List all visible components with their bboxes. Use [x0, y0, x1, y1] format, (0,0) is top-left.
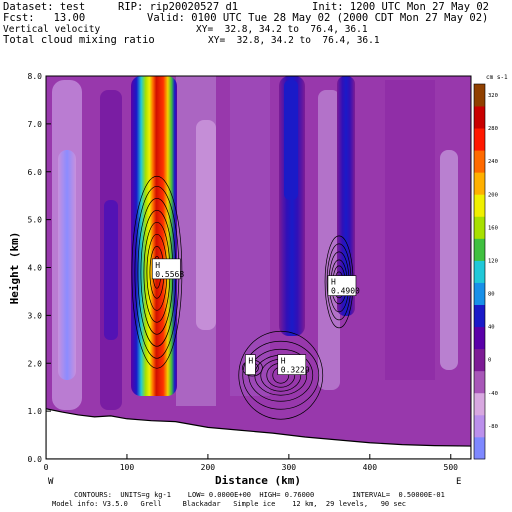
- colorbar-swatch: [474, 238, 485, 261]
- extremum-value: 0.4900: [331, 287, 360, 296]
- x-tick-label: 0: [44, 463, 49, 472]
- colorbar-label: 40: [488, 325, 495, 331]
- colorbar-swatch: [474, 304, 485, 328]
- colorbar-swatch: [474, 106, 485, 129]
- extremum-type: H: [155, 261, 160, 270]
- colorbar-swatch: [474, 370, 485, 394]
- extremum-box: [327, 275, 357, 296]
- colorbar-frame: [473, 83, 486, 460]
- footer-model: Model info: V3.5.0 Grell Blackadar Simpl…: [52, 500, 407, 508]
- extremum-value: 0.3229: [281, 366, 310, 375]
- x-tick-label: 500: [444, 463, 459, 472]
- colorbar-swatch: [474, 84, 485, 107]
- y-tick-label: 3.0: [28, 311, 43, 320]
- extremum-value: 0.5568: [155, 270, 184, 279]
- colorbar-label: 280: [488, 126, 498, 132]
- y-tick-label: 1.0: [28, 407, 43, 416]
- colorbar-swatch: [474, 150, 485, 173]
- contour-line: [131, 175, 183, 369]
- header-fcst: Fcst: 13.00: [3, 12, 86, 24]
- colorbar-label: 240: [488, 159, 498, 165]
- colorbar-label: -40: [488, 391, 498, 397]
- y-tick-label: 2.0: [28, 359, 43, 368]
- colorbar-swatch: [474, 216, 485, 239]
- x-tick-label: 400: [363, 463, 378, 472]
- contour-line: [238, 330, 324, 420]
- header-dataset: Dataset: test: [3, 1, 86, 13]
- footer-contours: CONTOURS: UNITS=g kg-1 LOW= 0.0000E+00 H…: [74, 491, 445, 499]
- header-xy2: XY= 32.8, 34.2 to 76.4, 36.1: [208, 35, 380, 46]
- header-xy1: XY= 32.8, 34.2 to 76.4, 36.1: [196, 24, 368, 35]
- colorbar-swatch: [474, 194, 485, 217]
- contour-line: [242, 340, 320, 410]
- colorbar-swatch: [474, 128, 485, 151]
- colorbar-label: 200: [488, 192, 498, 198]
- vertical-velocity-field: [46, 76, 471, 459]
- y-tick-label: 6.0: [28, 168, 43, 177]
- x-axis-start-label: W: [48, 477, 54, 487]
- x-axis: 0 100 200 300 400 500: [44, 454, 459, 472]
- colorbar-swatch: [474, 326, 485, 350]
- colorbar-label: 80: [488, 292, 495, 298]
- y-tick-label: 5.0: [28, 216, 43, 225]
- extremum-box: [277, 354, 307, 375]
- x-tick-label: 100: [120, 463, 135, 472]
- colorbar-swatch: [474, 414, 485, 438]
- colorbar-label: 160: [488, 225, 498, 231]
- y-axis-label: Height (km): [8, 232, 21, 305]
- y-tick-label: 4.0: [28, 264, 43, 273]
- y-tick-label: 0.0: [28, 455, 43, 464]
- extremum-box: [245, 354, 256, 375]
- x-tick-label: 300: [282, 463, 297, 472]
- extremum-box: [151, 258, 181, 280]
- extremum-type: H: [281, 357, 286, 366]
- header-rip: RIP: rip20020527 d1: [118, 1, 239, 13]
- extremum-type: H: [248, 357, 253, 366]
- colorbar-label: 120: [488, 258, 498, 264]
- x-axis-label: Distance (km): [215, 474, 301, 487]
- colorbar-label: 0: [488, 358, 491, 364]
- colorbar-swatch: [474, 348, 485, 372]
- colorbar: -80 -40 0 40 80 120 160 200 240 280 320: [473, 83, 498, 460]
- colorbar-swatch: [474, 282, 485, 305]
- y-tick-label: 7.0: [28, 120, 43, 129]
- colorbar-swatch: [474, 260, 485, 283]
- header-valid: Valid: 0100 UTC Tue 28 May 02 (2000 CDT …: [147, 12, 489, 24]
- x-axis-end-label: E: [456, 477, 461, 487]
- header-field2: Total cloud mixing ratio: [3, 34, 155, 46]
- colorbar-swatch: [474, 392, 485, 416]
- colorbar-swatch: [474, 436, 485, 460]
- colorbar-unit: cm s-1: [486, 74, 508, 81]
- y-axis: 0.0 1.0 2.0 3.0 4.0 5.0 6.0 7.0 8.0: [28, 72, 51, 464]
- extremum-type: H: [331, 278, 336, 287]
- colorbar-swatch: [474, 172, 485, 195]
- header-init: Init: 1200 UTC Mon 27 May 02: [312, 1, 490, 13]
- colorbar-label: 320: [488, 93, 498, 99]
- y-tick-label: 8.0: [28, 72, 43, 81]
- header-field1: Vertical velocity: [3, 24, 101, 35]
- x-tick-label: 200: [201, 463, 216, 472]
- colorbar-label: -80: [488, 424, 498, 430]
